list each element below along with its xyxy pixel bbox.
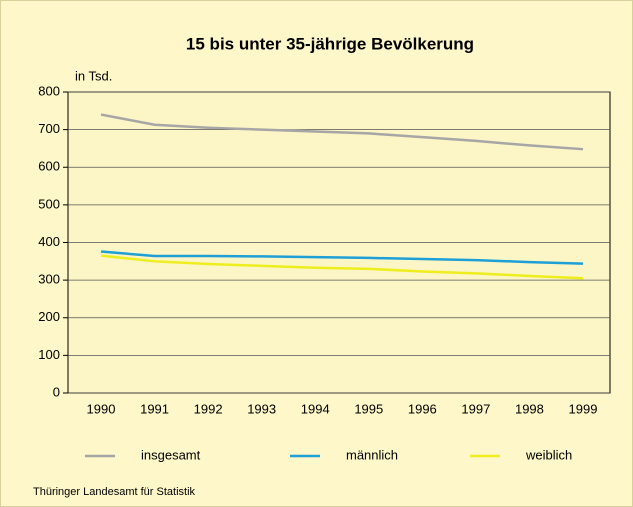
- x-tick-label: 1995: [354, 401, 383, 416]
- y-tick-label: 800: [38, 83, 60, 98]
- source: Thüringer Landesamt für Statistik: [33, 486, 196, 498]
- x-tick-label: 1994: [301, 401, 330, 416]
- x-tick-label: 1998: [515, 401, 544, 416]
- y-axis-label: in Tsd.: [75, 68, 112, 83]
- line: [100, 250, 584, 265]
- x-tick-label: 1999: [569, 401, 598, 416]
- line: [100, 254, 584, 280]
- y-tick-label: 100: [38, 347, 60, 362]
- x-tick-label: 1993: [247, 401, 276, 416]
- legend-label: insgesamt: [141, 447, 201, 462]
- y-tick-label: 200: [38, 309, 60, 324]
- x-tick-label: 1991: [140, 401, 169, 416]
- x-tick-label: 1990: [87, 401, 116, 416]
- x-tick-label: 1992: [194, 401, 223, 416]
- x-tick-label: 1997: [461, 401, 490, 416]
- y-tick-label: 0: [53, 384, 60, 399]
- legend-label: männlich: [346, 447, 398, 462]
- legend-label: weiblich: [525, 447, 572, 462]
- y-tick-label: 500: [38, 196, 60, 211]
- chart-title: 15 bis unter 35-jährige Bevölkerung: [186, 34, 474, 53]
- y-tick-label: 400: [38, 234, 60, 249]
- y-tick-label: 600: [38, 159, 60, 174]
- x-tick-label: 1996: [408, 401, 437, 416]
- y-tick-label: 700: [38, 121, 60, 136]
- line: [100, 113, 584, 151]
- y-tick-label: 300: [38, 272, 60, 287]
